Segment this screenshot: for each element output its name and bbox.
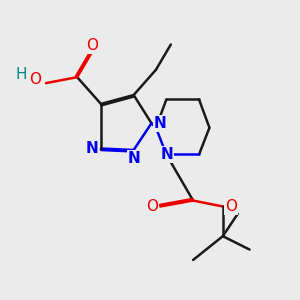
Text: O: O (146, 199, 158, 214)
Text: O: O (29, 72, 41, 87)
Text: N: N (127, 151, 140, 166)
Text: O: O (86, 38, 98, 53)
Text: N: N (86, 141, 98, 156)
Text: H: H (16, 67, 27, 82)
Text: O: O (225, 199, 237, 214)
Text: N: N (160, 147, 173, 162)
Text: N: N (153, 116, 166, 131)
